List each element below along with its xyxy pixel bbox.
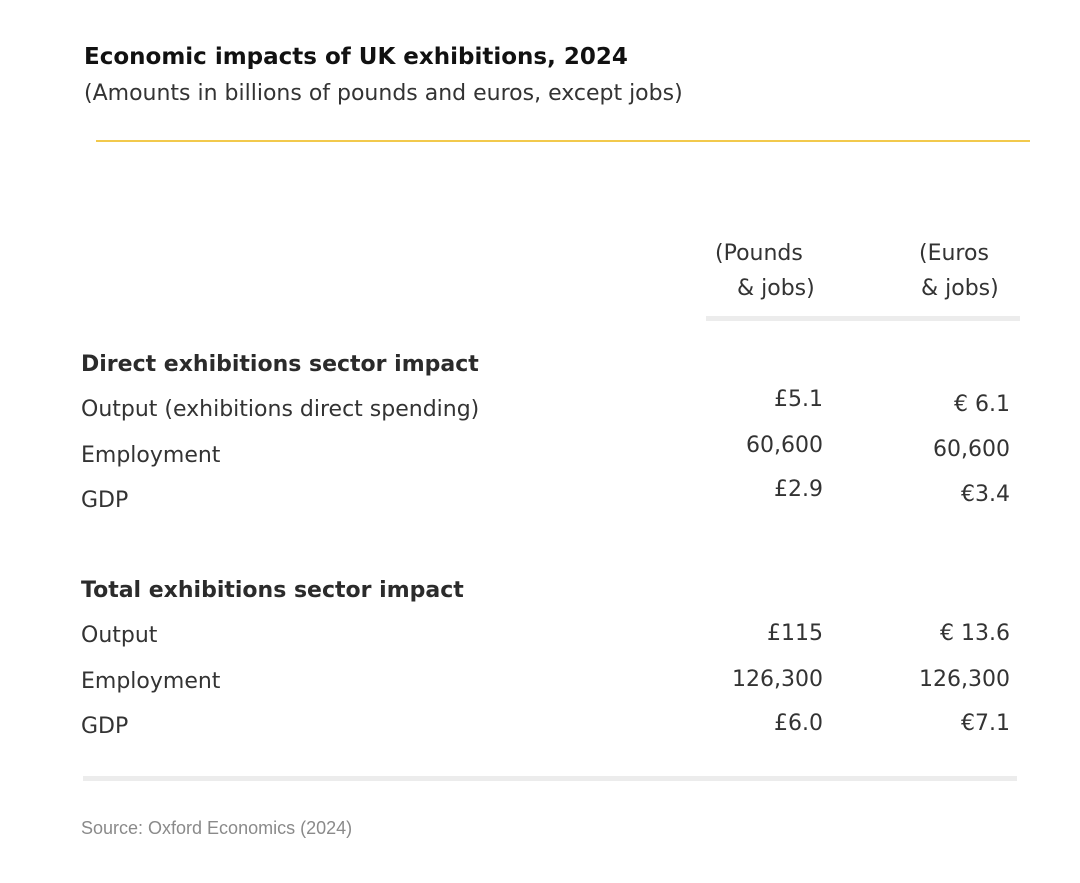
value-total-gdp-pounds: £6.0 — [774, 711, 823, 736]
column-header-pounds: (Pounds & jobs) — [715, 236, 815, 306]
column-header-euros-line2: & jobs) — [921, 276, 999, 301]
value-total-gdp-euros: €7.1 — [961, 711, 1010, 736]
row-label-direct-output: Output (exhibitions direct spending) — [81, 397, 480, 422]
value-total-employment-pounds: 126,300 — [732, 667, 823, 692]
value-direct-output-pounds: £5.1 — [774, 387, 823, 412]
column-header-euros-line1: (Euros — [919, 241, 989, 266]
column-header-euros: (Euros & jobs) — [919, 236, 999, 306]
value-direct-gdp-euros: €3.4 — [961, 482, 1010, 507]
column-header-pounds-line1: (Pounds — [715, 241, 803, 266]
row-label-total-employment: Employment — [81, 669, 221, 694]
row-label-total-output: Output — [81, 623, 158, 648]
row-label-direct-gdp: GDP — [81, 488, 129, 513]
table-title: Economic impacts of UK exhibitions, 2024 — [84, 44, 628, 70]
value-direct-output-euros: € 6.1 — [954, 392, 1010, 417]
column-header-divider — [706, 316, 1020, 321]
value-direct-employment-pounds: 60,600 — [746, 433, 823, 458]
value-total-output-euros: € 13.6 — [940, 621, 1010, 646]
value-total-employment-euros: 126,300 — [919, 667, 1010, 692]
column-header-pounds-line2: & jobs) — [737, 276, 815, 301]
accent-divider — [96, 140, 1030, 142]
value-direct-employment-euros: 60,600 — [933, 437, 1010, 462]
table-bottom-divider — [83, 776, 1017, 781]
row-label-direct-employment: Employment — [81, 443, 221, 468]
source-note: Source: Oxford Economics (2024) — [81, 818, 353, 838]
table-subtitle: (Amounts in billions of pounds and euros… — [84, 81, 683, 106]
value-direct-gdp-pounds: £2.9 — [774, 477, 823, 502]
row-label-total-gdp: GDP — [81, 714, 129, 739]
section-heading-direct: Direct exhibitions sector impact — [81, 352, 479, 377]
value-total-output-pounds: £115 — [767, 621, 823, 646]
section-heading-total: Total exhibitions sector impact — [81, 578, 464, 603]
